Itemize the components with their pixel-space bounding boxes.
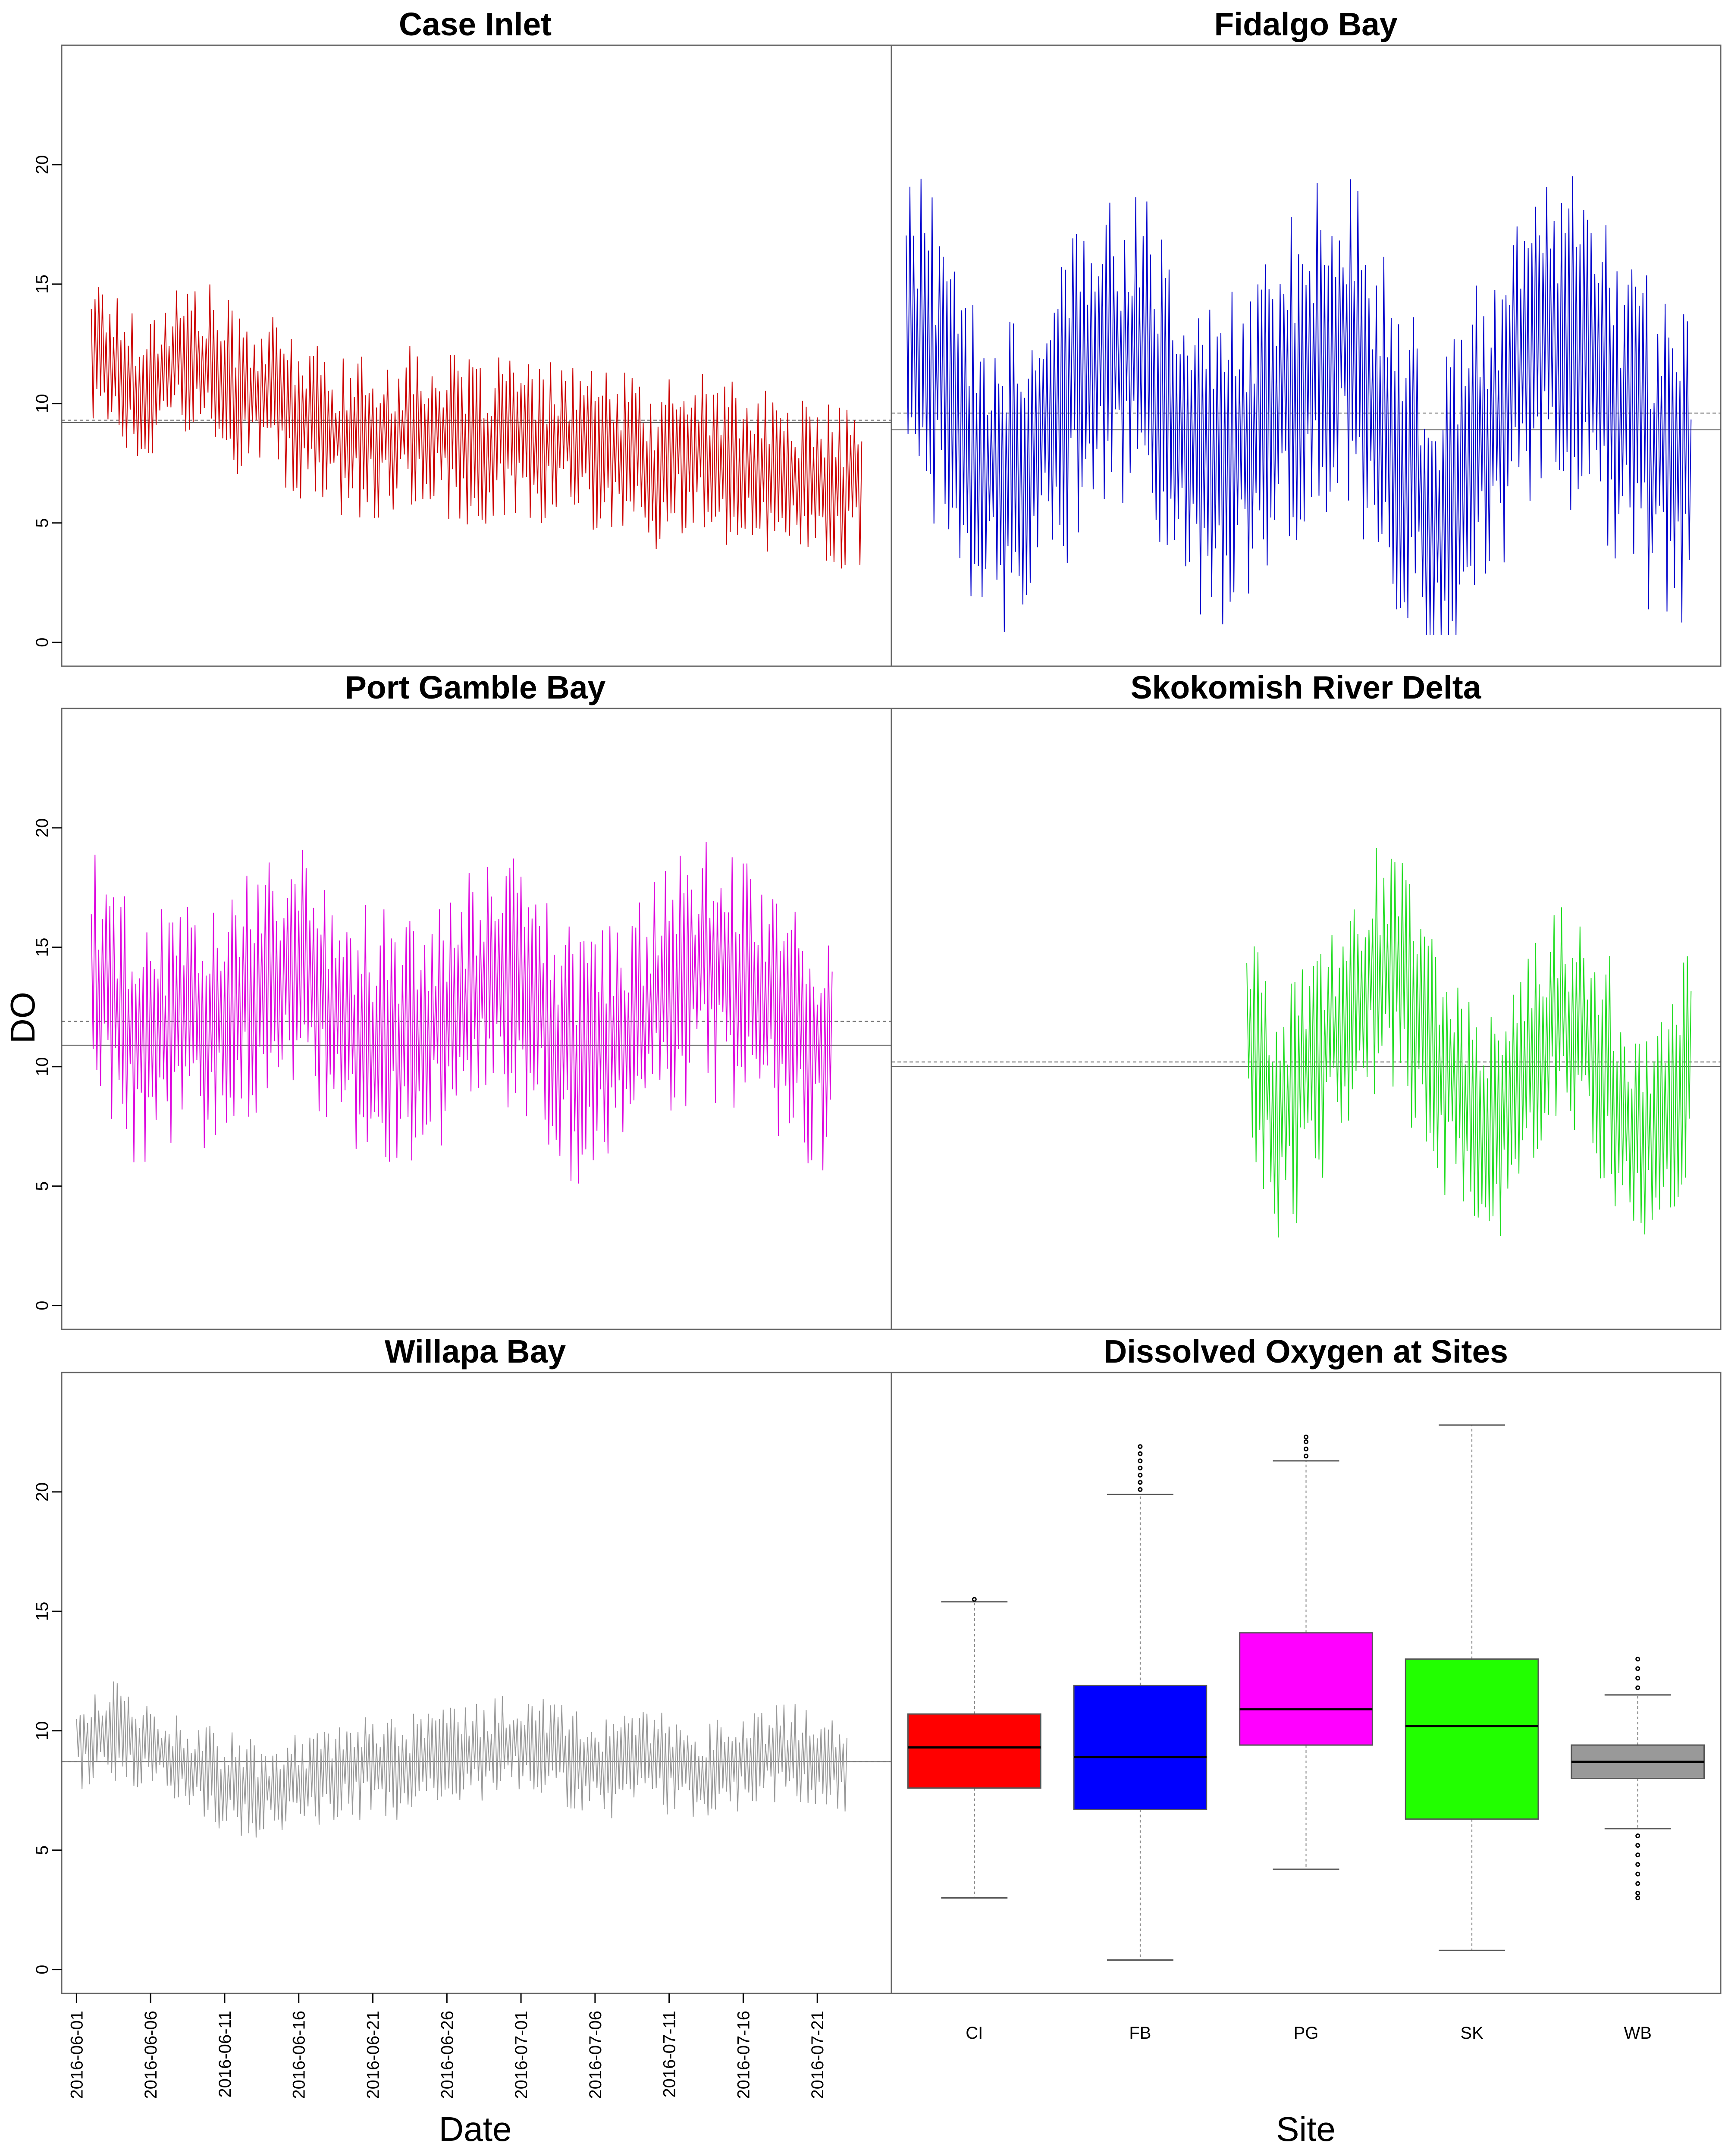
box-body	[1073, 1685, 1208, 1811]
outlier-point	[1138, 1480, 1143, 1485]
series-line	[91, 842, 833, 1184]
series-line	[91, 284, 862, 569]
panel-skokomish-river-delta: Skokomish River Delta	[891, 669, 1722, 1330]
category-label: SK	[1460, 2024, 1484, 2043]
x-tick-label: 2016-06-21	[364, 2011, 383, 2099]
y-axis: 0 5 10 15 20	[33, 818, 62, 1310]
panel-title: Skokomish River Delta	[1131, 669, 1482, 705]
outlier-point	[1304, 1446, 1308, 1451]
x-axis: 2016-06-01 2016-06-06 2016-06-11 2016-06-16…	[67, 1993, 827, 2099]
y-axis: 0 5 10 15 20	[33, 1482, 62, 1974]
outlier-point	[1635, 1871, 1640, 1877]
panel-fidalgo-bay: Fidalgo Bay	[891, 6, 1722, 667]
y-tick-label: 5	[33, 518, 52, 528]
x-tick-label: 2016-06-16	[290, 2011, 309, 2099]
panel-title: Dissolved Oxygen at Sites	[1104, 1333, 1508, 1369]
outlier-point	[1635, 1895, 1640, 1900]
panel-title: Willapa Bay	[385, 1333, 566, 1369]
x-tick-label: 2016-07-01	[512, 2011, 531, 2099]
y-tick-label: 15	[33, 938, 52, 957]
outlier-point	[1138, 1466, 1143, 1471]
y-tick-label: 20	[33, 818, 52, 838]
outlier-point	[1635, 1862, 1640, 1867]
panel-title: Port Gamble Bay	[345, 669, 606, 705]
box-x-axis-label: Site	[1276, 2110, 1336, 2148]
category-label: PG	[1294, 2024, 1319, 2043]
box-group: CI FB PG SK WB	[907, 1424, 1705, 2043]
y-tick-label: 5	[33, 1846, 52, 1855]
x-tick-label: 2016-06-26	[438, 2011, 457, 2099]
panel-title: Fidalgo Bay	[1214, 6, 1397, 42]
outlier-point	[1304, 1454, 1308, 1459]
box-fb: FB	[1073, 1444, 1208, 2043]
outlier-point	[1138, 1458, 1143, 1463]
box-ci: CI	[907, 1597, 1041, 2043]
y-axis-label: DO	[3, 992, 42, 1044]
y-tick-label: 20	[33, 1482, 52, 1502]
x-tick-label: 2016-07-06	[586, 2011, 605, 2099]
box-body	[1405, 1658, 1539, 1820]
outlier-point	[1304, 1435, 1308, 1440]
category-label: CI	[966, 2024, 983, 2043]
outlier-point	[1635, 1890, 1640, 1896]
outlier-point	[972, 1597, 977, 1602]
x-tick-label: 2016-06-06	[141, 2011, 160, 2099]
outlier-point	[1138, 1473, 1143, 1478]
outlier-point	[1635, 1843, 1640, 1848]
y-tick-label: 5	[33, 1181, 52, 1191]
y-tick-label: 10	[33, 394, 52, 414]
y-tick-label: 10	[33, 1721, 52, 1741]
box-body	[1239, 1632, 1373, 1746]
x-tick-label: 2016-06-11	[216, 2011, 235, 2098]
outlier-point	[1635, 1666, 1640, 1671]
outlier-point	[1138, 1451, 1143, 1456]
outlier-point	[1304, 1439, 1308, 1445]
box-sk: SK	[1405, 1424, 1539, 2043]
reference-lines	[62, 420, 891, 423]
series-line	[1246, 848, 1692, 1238]
outlier-point	[1635, 1676, 1640, 1681]
panel-port-gamble-bay: Port Gamble Bay 0 5 10 15 20	[33, 669, 892, 1330]
outlier-point	[1635, 1657, 1640, 1662]
outlier-point	[1138, 1487, 1143, 1492]
series-line	[906, 176, 1692, 636]
y-tick-label: 0	[33, 1300, 52, 1310]
x-axis-label: Date	[439, 2110, 512, 2148]
outlier-point	[1635, 1833, 1640, 1838]
outlier-point	[1635, 1685, 1640, 1690]
x-tick-label: 2016-07-11	[660, 2011, 679, 2098]
series-line	[76, 1681, 847, 1838]
outlier-point	[1635, 1852, 1640, 1858]
y-axis: 0 5 10 15 20	[33, 155, 62, 647]
y-tick-label: 15	[33, 1602, 52, 1621]
plot-frame	[891, 1372, 1722, 1994]
box-wb: WB	[1571, 1657, 1705, 2043]
box-pg: PG	[1239, 1435, 1373, 2043]
panel-case-inlet: Case Inlet 0 5 10 15 20	[33, 6, 892, 667]
panel-title: Case Inlet	[399, 6, 552, 42]
plot-frame	[891, 44, 1722, 667]
x-tick-label: 2016-06-01	[67, 2011, 86, 2099]
outlier-point	[1138, 1444, 1143, 1449]
box-body	[907, 1713, 1041, 1789]
outlier-point	[1635, 1881, 1640, 1886]
category-label: WB	[1624, 2024, 1651, 2043]
y-tick-label: 20	[33, 155, 52, 175]
y-tick-label: 0	[33, 637, 52, 647]
x-tick-label: 2016-07-21	[808, 2011, 827, 2099]
x-tick-label: 2016-07-16	[734, 2011, 753, 2099]
y-tick-label: 10	[33, 1057, 52, 1077]
y-tick-label: 15	[33, 275, 52, 294]
panel-dissolved-oxygen-boxplot: Dissolved Oxygen at Sites CI FB PG SK WB	[891, 1333, 1722, 2043]
category-label: FB	[1129, 2024, 1151, 2043]
plot-frame	[891, 708, 1722, 1330]
y-tick-label: 0	[33, 1965, 52, 1974]
